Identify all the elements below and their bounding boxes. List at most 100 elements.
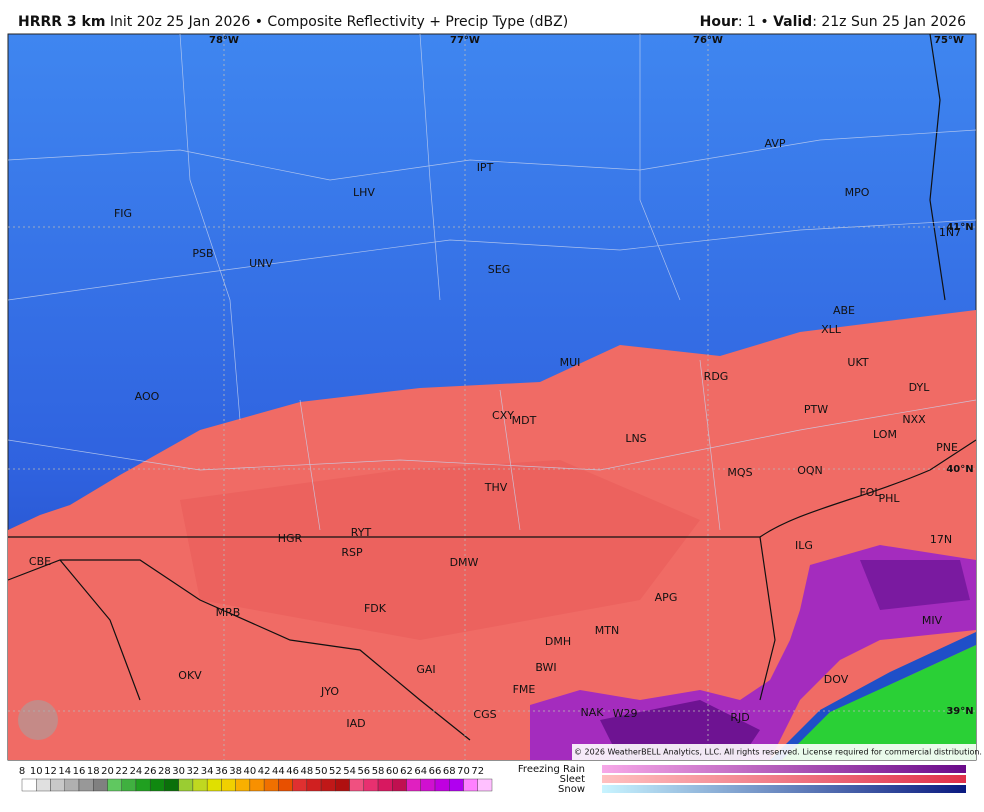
station-label: NXX bbox=[902, 413, 926, 426]
station-label: RSP bbox=[341, 546, 363, 559]
colorbar-swatch bbox=[349, 778, 365, 792]
hour: : 1 • bbox=[738, 14, 773, 30]
copyright: © 2026 WeatherBELL Analytics, LLC. All r… bbox=[574, 748, 982, 757]
colorbar-swatch bbox=[164, 778, 179, 792]
station-label: CBE bbox=[29, 555, 51, 568]
colorbar-swatch bbox=[135, 778, 151, 792]
map-area: © 2026 WeatherBELL Analytics, LLC. All r… bbox=[7, 33, 982, 761]
colorbar-tick: 20 bbox=[101, 766, 114, 777]
colorbar-tick: 14 bbox=[58, 766, 71, 777]
colorbar-tick: 70 bbox=[457, 766, 470, 777]
colorbar-tick: 24 bbox=[130, 766, 143, 777]
station-label: PTW bbox=[804, 403, 828, 416]
station-label: ABE bbox=[833, 304, 855, 317]
precip-type-label: Sleet bbox=[560, 774, 585, 785]
valid: Hour: 1 • Valid: 21z Sun 25 Jan 2026 bbox=[700, 14, 966, 30]
colorbar-swatch bbox=[363, 778, 379, 792]
station-label: MRB bbox=[216, 606, 241, 619]
colorbar-swatch bbox=[406, 778, 421, 792]
colorbar-swatch bbox=[107, 778, 122, 792]
colorbar-tick: 10 bbox=[30, 766, 43, 777]
station-label: FOL bbox=[859, 486, 881, 499]
station-label: IAD bbox=[346, 717, 365, 730]
colorbar-tick: 48 bbox=[300, 766, 313, 777]
model: HRRR 3 km Init 20z 25 Jan 2026 • Composi… bbox=[18, 14, 568, 30]
colorbar-tick: 8 bbox=[19, 766, 25, 777]
station-label: UKT bbox=[847, 356, 868, 369]
grid-label: 40°N bbox=[946, 464, 973, 475]
station-label: GAI bbox=[416, 663, 435, 676]
precip-type-label: Freezing Rain bbox=[518, 764, 585, 775]
station-label: HGR bbox=[278, 532, 303, 545]
colorbar-tick: 34 bbox=[201, 766, 214, 777]
colorbar-swatch bbox=[50, 778, 65, 792]
station-label: MQS bbox=[727, 466, 752, 479]
station-label: DMW bbox=[450, 556, 479, 569]
station-label: NAK bbox=[581, 706, 605, 719]
colorbar-swatch bbox=[121, 778, 137, 792]
colorbar-tick: 66 bbox=[429, 766, 442, 777]
colorbar-swatch bbox=[235, 778, 251, 792]
colorbar-swatch bbox=[335, 778, 350, 792]
colorbar-tick: 12 bbox=[44, 766, 57, 777]
colorbar-tick: 60 bbox=[386, 766, 399, 777]
colorbar-tick: 44 bbox=[272, 766, 285, 777]
station-label: PSB bbox=[192, 247, 213, 260]
colorbar-swatch bbox=[21, 778, 37, 792]
colorbar-tick: 30 bbox=[172, 766, 185, 777]
station-label: AOO bbox=[135, 390, 160, 403]
station-label: 1N7 bbox=[939, 226, 961, 239]
station-label: IPT bbox=[477, 161, 494, 174]
grid-label: 75°W bbox=[934, 35, 964, 46]
product: Init 20z 25 Jan 2026 • Composite Reflect… bbox=[105, 14, 568, 30]
colorbar-swatch bbox=[78, 778, 94, 792]
colorbar-tick: 42 bbox=[258, 766, 271, 777]
valid-label: Valid bbox=[773, 14, 812, 30]
colorbar-swatch bbox=[149, 778, 165, 792]
colorbar-swatch bbox=[377, 778, 393, 792]
station-label: OKV bbox=[178, 669, 202, 682]
station-label: DOV bbox=[824, 673, 849, 686]
colorbar-swatch bbox=[64, 778, 80, 792]
precip-type-label: Snow bbox=[558, 784, 585, 795]
station-label: MIV bbox=[922, 614, 943, 627]
station-label: FME bbox=[513, 683, 536, 696]
colorbar-tick: 32 bbox=[187, 766, 200, 777]
colorbar-tick: 38 bbox=[229, 766, 242, 777]
station-label: AVP bbox=[765, 137, 786, 150]
colorbar-swatch bbox=[449, 778, 464, 792]
station-label: XLL bbox=[821, 323, 842, 336]
colorbar-swatch bbox=[463, 778, 478, 792]
precip-type-bar bbox=[602, 765, 966, 773]
colorbar-tick: 36 bbox=[215, 766, 228, 777]
station-label: DMH bbox=[545, 635, 571, 648]
colorbar-tick: 50 bbox=[315, 766, 328, 777]
station-label: JYO bbox=[320, 685, 339, 698]
station-label: RJD bbox=[730, 711, 749, 724]
colorbar-tick: 58 bbox=[372, 766, 385, 777]
station-label: LHV bbox=[353, 186, 375, 199]
station-label: RYT bbox=[351, 526, 372, 539]
colorbar-tick: 18 bbox=[87, 766, 100, 777]
station-label: RDG bbox=[704, 370, 729, 383]
colorbar-swatch bbox=[420, 778, 436, 792]
colorbar-swatch bbox=[206, 778, 222, 792]
colorbar-tick: 56 bbox=[357, 766, 370, 777]
colorbar-tick: 22 bbox=[115, 766, 128, 777]
station-label: APG bbox=[655, 591, 678, 604]
colorbar-swatch bbox=[221, 778, 236, 792]
station-label: 17N bbox=[930, 533, 952, 546]
station-label: PHL bbox=[878, 492, 900, 505]
station-label: FIG bbox=[114, 207, 132, 220]
model-name: HRRR 3 km bbox=[18, 14, 105, 30]
grid-label: 41°N bbox=[946, 222, 973, 233]
colorbar-swatch bbox=[477, 778, 493, 792]
colorbar-tick: 68 bbox=[443, 766, 456, 777]
station-label: MUI bbox=[560, 356, 581, 369]
precip-type-bar bbox=[602, 785, 966, 793]
grid-label: 77°W bbox=[450, 35, 480, 46]
colorbar-swatch bbox=[434, 778, 450, 792]
station-label: PNE bbox=[936, 441, 958, 454]
colorbar-tick: 40 bbox=[244, 766, 257, 777]
